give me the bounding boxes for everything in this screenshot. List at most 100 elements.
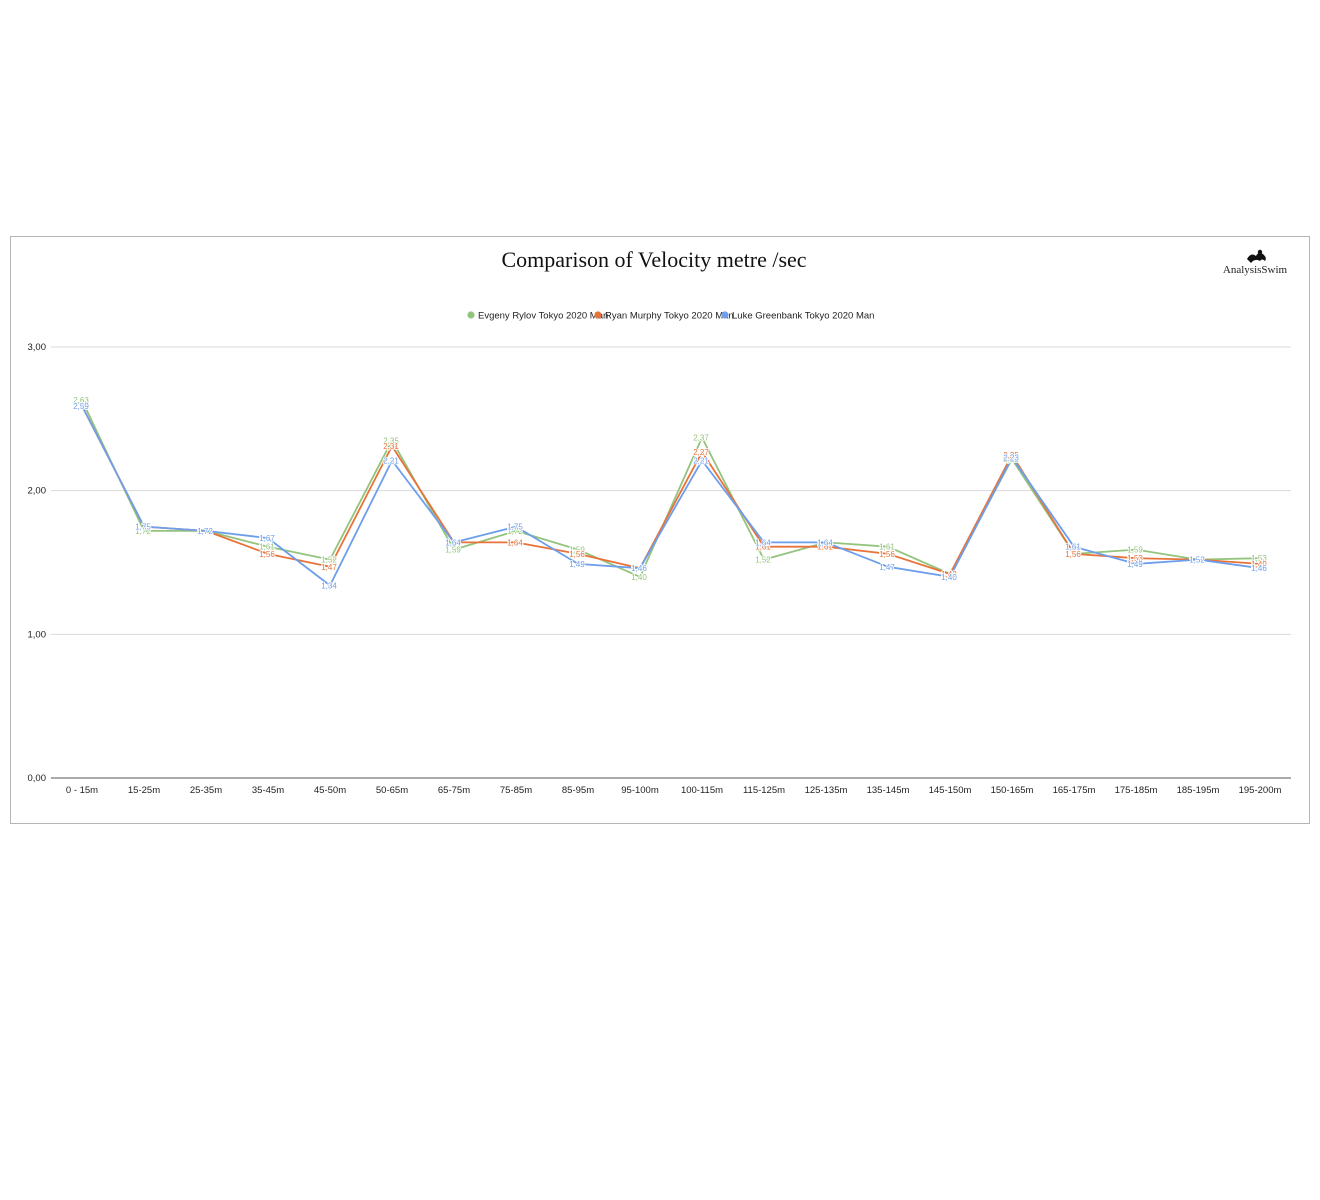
data-label: 1,56 [259,550,275,559]
data-label: 1,59 [1127,546,1143,555]
data-label: 2,22 [1003,455,1019,464]
data-label: 1,53 [1251,554,1267,563]
data-label: 2,37 [693,434,709,443]
data-label: 1,49 [569,560,585,569]
data-label: 1,40 [941,573,957,582]
y-tick-label: 3,00 [28,342,47,353]
chart-title: Comparison of Velocity metre /sec [501,247,806,272]
series-line [81,405,1261,587]
data-label: 1,47 [879,563,895,572]
data-label: 1,61 [817,543,833,552]
data-label: 1,46 [1251,564,1267,573]
x-tick-label: 50-65m [376,785,408,796]
x-tick-label: 35-45m [252,785,284,796]
x-tick-label: 100-115m [681,785,723,796]
x-tick-label: 175-185m [1115,785,1158,796]
data-label: 1,56 [569,550,585,559]
data-label: 1,64 [817,538,833,547]
data-label: 1,64 [445,538,461,547]
data-label: 1,49 [1127,560,1143,569]
grid [51,346,1291,779]
x-tick-label: 0 - 15m [66,785,98,796]
data-label: 1,46 [631,564,647,573]
legend-marker [467,311,475,319]
data-label: 2,59 [73,402,89,411]
x-tick-label: 165-175m [1053,785,1096,796]
chart-frame: Comparison of Velocity metre /sec Analys… [10,236,1310,824]
data-label: 2,35 [383,436,399,445]
legend-label: Evgeny Rylov Tokyo 2020 Man [478,311,608,322]
data-label: 1,72 [197,527,213,536]
x-tick-label: 65-75m [438,785,470,796]
data-label: 2,25 [1003,451,1019,460]
x-axis: 0 - 15m 15-25m 25-35m 35-45m 45-50m 50-65m 65-… [66,785,1282,796]
series-line [81,405,1261,575]
data-label: 2,21 [693,456,709,465]
data-label: 1,59 [445,546,461,555]
x-tick-label: 95-100m [621,785,659,796]
legend-label: Luke Greenbank Tokyo 2020 Man [732,311,874,322]
data-labels: 2,63 1,72 1,72 1,61 1,52 2,35 1,59 1,72 1,59 1,40… [72,395,1268,591]
data-label: 2,21 [383,456,399,465]
data-label: 1,72 [197,527,213,536]
data-label: 1,46 [631,564,647,573]
x-tick-label: 185-195m [1177,785,1220,796]
data-label: 1,34 [321,581,337,590]
x-tick-label: 150-165m [991,785,1034,796]
data-label: 1,59 [569,546,585,555]
data-label: 1,72 [197,527,213,536]
data-label: 1,52 [321,556,337,565]
y-tick-label: 0,00 [28,773,47,784]
data-label: 1,56 [879,550,895,559]
x-tick-label: 85-95m [562,785,594,796]
data-label: 2,27 [693,448,709,457]
data-label: 1,40 [631,573,647,582]
legend-item: Ryan Murphy Tokyo 2020 Man [594,311,734,322]
data-label: 1,52 [1189,556,1205,565]
data-label: 1,72 [135,527,151,536]
x-tick-label: 115-125m [743,785,785,796]
legend-item: Evgeny Rylov Tokyo 2020 Man [467,311,608,322]
y-tick-label: 2,00 [28,486,47,497]
x-tick-label: 195-200m [1239,785,1282,796]
data-label: 1,56 [1065,550,1081,559]
data-label: 1,75 [507,523,523,532]
data-label: 2,31 [383,442,399,451]
data-label: 1,61 [879,543,895,552]
data-label: 1,61 [1065,543,1081,552]
data-label: 1,52 [755,556,771,565]
data-label: 1,75 [135,523,151,532]
legend-item: Luke Greenbank Tokyo 2020 Man [721,311,874,322]
swimmer-logo-icon [1247,249,1266,263]
data-label: 2,59 [73,402,89,411]
y-axis: 0,00 1,00 2,00 3,00 [28,342,47,784]
data-label: 1,75 [135,523,151,532]
data-label: 2,23 [1003,454,1019,463]
data-label: 1,52 [1189,556,1205,565]
data-label: 1,56 [1065,550,1081,559]
x-tick-label: 45-50m [314,785,346,796]
data-label: 1,64 [445,538,461,547]
x-tick-label: 15-25m [128,785,160,796]
data-label: 1,47 [321,563,337,572]
data-label: 2,63 [73,396,89,405]
data-label: 1,67 [259,534,275,543]
data-label: 1,42 [941,570,957,579]
data-label: 1,42 [941,570,957,579]
series-lines [81,399,1261,587]
line-chart: Comparison of Velocity metre /sec Analys… [28,247,1291,796]
data-label: 1,52 [1189,556,1205,565]
y-tick-label: 1,00 [28,629,47,640]
data-label: 1,49 [1251,560,1267,569]
x-tick-label: 135-145m [867,785,910,796]
data-label: 1,53 [1127,554,1143,563]
x-tick-label: 125-135m [805,785,848,796]
data-label: 1,64 [755,538,771,547]
data-label: 1,64 [817,538,833,547]
brand-name: AnalysisSwim [1223,264,1288,276]
data-label: 1,61 [755,543,771,552]
data-label: 1,64 [507,538,523,547]
legend-marker [721,311,729,319]
legend-marker [594,311,602,319]
